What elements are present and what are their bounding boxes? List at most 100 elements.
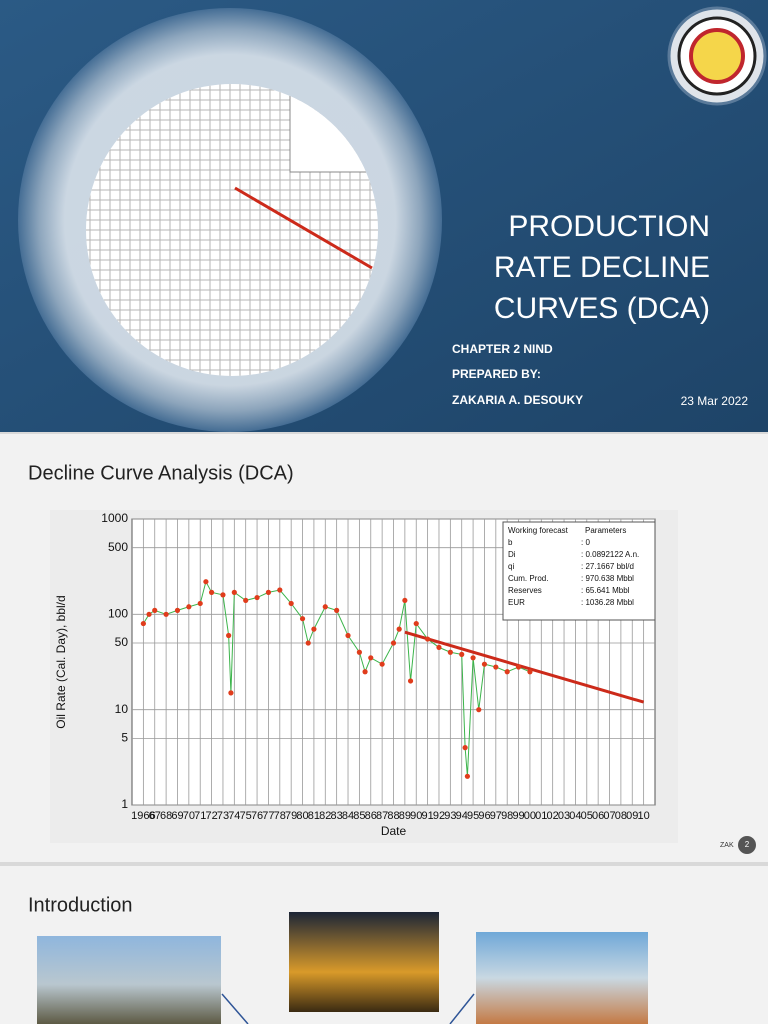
x-tick-label: 84 bbox=[342, 810, 354, 822]
parameters-heading: Working forecast bbox=[508, 526, 569, 535]
data-point bbox=[413, 620, 419, 627]
cover-title-line: RATE DECLINE bbox=[494, 251, 710, 284]
date: 23 Mar 2022 bbox=[681, 394, 749, 408]
x-tick-label: 94 bbox=[456, 810, 468, 822]
page-badge bbox=[738, 836, 756, 854]
x-tick-label: 06 bbox=[592, 810, 604, 822]
parameter-name: b bbox=[508, 538, 513, 547]
x-tick-label: 69 bbox=[171, 810, 183, 822]
forecast-line bbox=[404, 630, 645, 704]
x-tick-label: 91 bbox=[421, 810, 433, 822]
x-axis-label: Date bbox=[381, 824, 407, 838]
x-tick-label: 95 bbox=[467, 810, 479, 822]
x-tick-label: 00 bbox=[524, 810, 536, 822]
x-tick-label: 83 bbox=[331, 810, 343, 822]
x-tick-label: 04 bbox=[569, 810, 581, 822]
data-point bbox=[311, 626, 317, 632]
data-point bbox=[527, 669, 533, 675]
pumpjack-photo bbox=[289, 912, 439, 1012]
x-tick-label: 79 bbox=[285, 810, 297, 822]
parameter-value: : 0.0892122 A.n. bbox=[581, 550, 639, 559]
data-point bbox=[464, 773, 471, 779]
x-tick-label: 99 bbox=[512, 810, 524, 822]
data-point bbox=[226, 632, 232, 639]
y-tick-label: 10 bbox=[115, 702, 129, 716]
y-tick-label: 1 bbox=[121, 797, 128, 811]
x-tick-label: 03 bbox=[558, 810, 570, 822]
x-tick-label: 68 bbox=[160, 810, 172, 822]
x-tick-label: 85 bbox=[353, 810, 365, 822]
chapter: CHAPTER 2 NIND bbox=[452, 342, 553, 356]
y-axis-label: Oil Rate (Cal. Day), bbl/d bbox=[54, 595, 68, 728]
x-tick-label: 10 bbox=[638, 810, 650, 822]
data-point bbox=[362, 669, 368, 675]
x-tick-label: 09 bbox=[626, 810, 638, 822]
christmas-tree-photo bbox=[476, 932, 648, 1024]
parameters-box bbox=[502, 521, 656, 621]
x-tick-label: 73 bbox=[217, 810, 229, 822]
y-tick-label: 1000 bbox=[101, 511, 128, 525]
data-point bbox=[322, 604, 328, 610]
x-tick-label: 01 bbox=[535, 810, 547, 822]
data-point bbox=[515, 664, 522, 670]
cover-title-line: CURVES (DCA) bbox=[494, 292, 710, 325]
data-point bbox=[146, 611, 152, 617]
data-point bbox=[140, 620, 146, 627]
data-point bbox=[305, 640, 311, 646]
cover-title: PRODUCTION RATE DECLINE CURVES (DCA) bbox=[494, 210, 710, 325]
data-point bbox=[163, 611, 169, 617]
parameter-name: Di bbox=[508, 550, 516, 559]
data-point bbox=[504, 669, 510, 675]
data-point bbox=[265, 589, 272, 595]
data-point bbox=[356, 649, 362, 655]
y-tick-label: 50 bbox=[115, 635, 129, 649]
data-point bbox=[379, 661, 385, 667]
slide-title: Decline Curve Analysis (DCA) bbox=[28, 462, 294, 484]
x-tick-label: 08 bbox=[615, 810, 627, 822]
data-point bbox=[396, 626, 402, 632]
data-point bbox=[254, 594, 260, 601]
data-point bbox=[476, 707, 482, 713]
parameter-name: EUR bbox=[508, 598, 525, 607]
data-point bbox=[481, 661, 488, 667]
x-tick-label: 82 bbox=[319, 810, 331, 822]
author: ZAKARIA A. DESOUKY bbox=[452, 393, 583, 407]
x-tick-label: 98 bbox=[501, 810, 513, 822]
data-point bbox=[462, 745, 468, 751]
data-point bbox=[390, 640, 397, 646]
x-tick-label: 02 bbox=[547, 810, 559, 822]
x-tick-label: 93 bbox=[444, 810, 456, 822]
x-tick-label: 87 bbox=[376, 810, 388, 822]
data-point bbox=[299, 616, 306, 622]
parameter-value: : 27.1667 bbl/d bbox=[581, 562, 634, 571]
y-tick-label: 500 bbox=[108, 540, 128, 554]
data-point bbox=[368, 655, 374, 661]
data-point bbox=[470, 655, 476, 661]
parameters-heading: Parameters bbox=[585, 526, 626, 535]
x-tick-label: 75 bbox=[240, 810, 252, 822]
parameter-name: qi bbox=[508, 562, 514, 571]
data-point bbox=[228, 690, 234, 696]
y-tick-label: 100 bbox=[108, 607, 128, 621]
x-tick-label: 67 bbox=[149, 810, 161, 822]
data-point bbox=[197, 600, 203, 607]
x-tick-label: 92 bbox=[433, 810, 445, 822]
x-tick-label: 88 bbox=[387, 810, 399, 822]
parameter-value: : 970.638 Mbbl bbox=[581, 574, 634, 583]
x-tick-label: 90 bbox=[410, 810, 422, 822]
data-point bbox=[334, 607, 340, 613]
data-point bbox=[425, 636, 431, 642]
parameter-value: : 0 bbox=[581, 538, 590, 547]
x-tick-label: 71 bbox=[194, 810, 206, 822]
x-tick-label: 07 bbox=[603, 810, 615, 822]
parameter-name: Cum. Prod. bbox=[508, 574, 548, 583]
data-point bbox=[402, 597, 408, 604]
parameter-value: : 1036.28 Mbbl bbox=[581, 598, 634, 607]
data-point bbox=[186, 604, 192, 610]
data-point bbox=[288, 600, 294, 607]
data-point bbox=[345, 632, 351, 639]
x-tick-label: 77 bbox=[262, 810, 274, 822]
